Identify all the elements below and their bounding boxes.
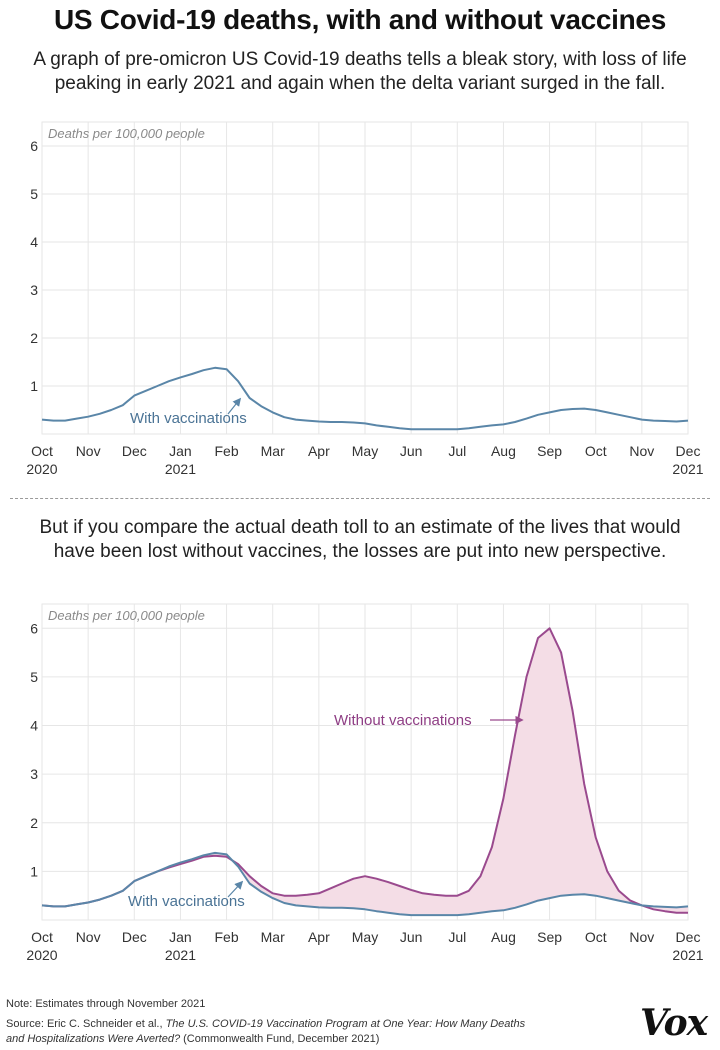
x-tick-label: Jun	[400, 443, 423, 459]
x-tick-label: Dec	[676, 929, 701, 945]
x-tick-label: Jul	[448, 929, 466, 945]
with-vaccinations-label: With vaccinations	[130, 410, 247, 427]
y-tick-label: 6	[30, 138, 38, 154]
chart-subtitle-second: But if you compare the actual death toll…	[39, 517, 681, 562]
source-prefix: Source: Eric C. Schneider et al.,	[6, 1018, 163, 1030]
x-tick-label: May	[352, 929, 378, 945]
x-tick-label: Nov	[76, 443, 101, 459]
section-divider	[10, 498, 710, 499]
y-tick-label: 3	[30, 766, 38, 782]
x-tick-label: Oct	[585, 929, 607, 945]
x-tick-label: Dec	[122, 929, 147, 945]
x-tick-label: Nov	[629, 929, 654, 945]
x-tick-label: Apr	[308, 443, 330, 459]
x-tick-label: Mar	[261, 929, 285, 945]
averted-deaths-area	[42, 628, 688, 916]
y-tick-label: 3	[30, 282, 38, 298]
y-tick-label: 2	[30, 815, 38, 831]
y-tick-label: 4	[30, 718, 38, 734]
x-tick-label: Nov	[629, 443, 654, 459]
x-tick-label: Jul	[448, 443, 466, 459]
y-tick-label: 1	[30, 863, 38, 879]
x-tick-label: May	[352, 443, 378, 459]
x-tick-label: Aug	[491, 443, 516, 459]
source-title: The U.S. COVID-19 Vaccination Program at…	[6, 1018, 526, 1045]
chart-with-and-without-vaccinations: 1 2 3 4 5 6 Oct 2020 Nov Dec Jan 2021 Feb Mar Apr May Ju…	[26, 603, 704, 963]
x-tick-year-label: 2021	[672, 947, 703, 963]
y-axis-label: Deaths per 100,000 people	[48, 608, 205, 623]
with-vaccinations-line	[41, 366, 689, 431]
x-tick-label: Nov	[76, 929, 101, 945]
footnote: Note: Estimates through November 2021	[6, 998, 206, 1010]
x-tick-label: Jan	[169, 443, 192, 459]
y-tick-label: 5	[30, 186, 38, 202]
x-tick-label: Dec	[676, 443, 701, 459]
with-vaccinations-arrow	[227, 397, 242, 415]
x-tick-year-label: 2020	[26, 461, 57, 477]
x-tick-label: Oct	[31, 929, 53, 945]
chart-title: US Covid-19 deaths, with and without vac…	[54, 4, 666, 35]
chart-subtitle: A graph of pre-omicron US Covid-19 death…	[33, 49, 687, 94]
y-axis-label: Deaths per 100,000 people	[48, 126, 205, 141]
with-vaccinations-arrow	[227, 880, 244, 898]
x-tick-label: Apr	[308, 929, 330, 945]
x-tick-year-label: 2021	[672, 461, 703, 477]
x-tick-year-label: 2021	[165, 947, 196, 963]
x-tick-year-label: 2020	[26, 947, 57, 963]
source-citation: Source: Eric C. Schneider et al., The U.…	[6, 1017, 526, 1047]
x-tick-label: Mar	[261, 443, 285, 459]
y-tick-label: 1	[30, 378, 38, 394]
x-tick-label: Oct	[585, 443, 607, 459]
y-tick-label: 2	[30, 330, 38, 346]
with-vaccinations-line	[41, 851, 689, 917]
source-suffix: (Commonwealth Fund, December 2021)	[183, 1033, 380, 1045]
y-tick-label: 5	[30, 669, 38, 685]
vox-logo: Vox	[640, 1002, 708, 1044]
x-tick-label: Aug	[491, 929, 516, 945]
y-tick-label: 6	[30, 620, 38, 636]
x-tick-year-label: 2021	[165, 461, 196, 477]
x-tick-label: Sep	[537, 929, 562, 945]
x-tick-label: Sep	[537, 443, 562, 459]
x-tick-label: Dec	[122, 443, 147, 459]
x-tick-label: Feb	[215, 443, 239, 459]
with-vaccinations-label: With vaccinations	[128, 893, 245, 910]
x-tick-label: Jan	[169, 929, 192, 945]
without-vaccinations-label: Without vaccinations	[334, 712, 472, 729]
y-tick-label: 4	[30, 234, 38, 250]
x-tick-label: Feb	[215, 929, 239, 945]
x-tick-label: Oct	[31, 443, 53, 459]
x-tick-label: Jun	[400, 929, 423, 945]
chart-with-vaccinations: 1 2 3 4 5 6 Oct 2020 Nov Dec Jan 2021 Feb Mar Apr May Ju…	[26, 121, 704, 477]
